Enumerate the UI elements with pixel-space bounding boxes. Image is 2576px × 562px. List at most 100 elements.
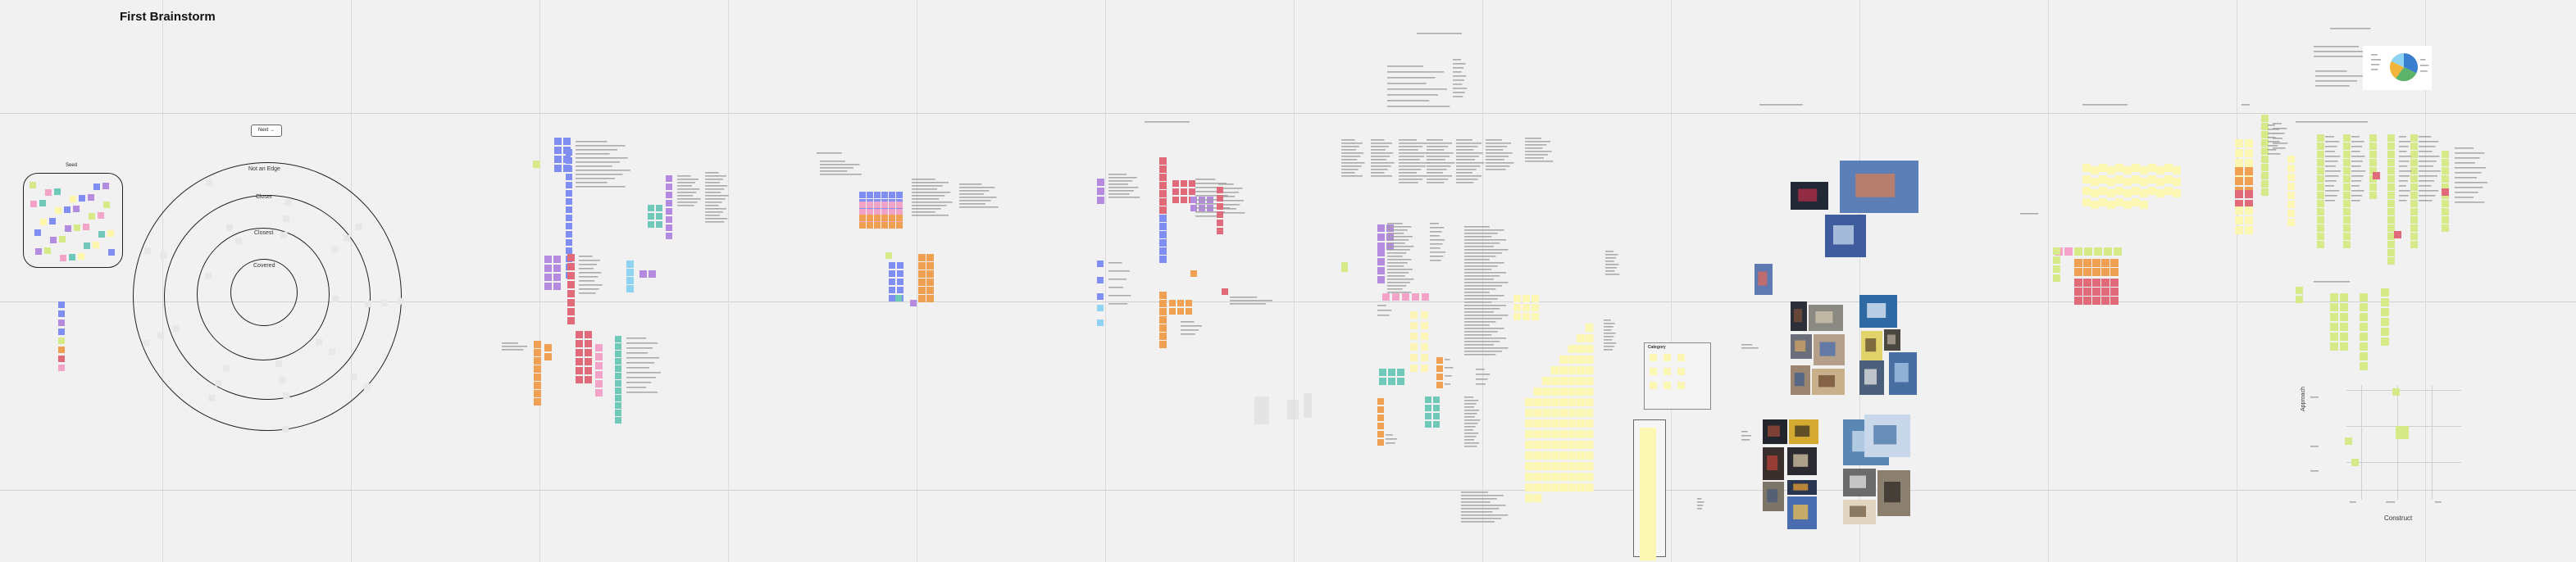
sticky-note[interactable]: [2392, 388, 2400, 396]
sticky-note[interactable]: [576, 358, 583, 365]
text-line[interactable]: [2455, 197, 2474, 198]
text-line[interactable]: [1371, 139, 1385, 141]
text-line[interactable]: [1464, 436, 1477, 437]
sticky-note[interactable]: [859, 202, 866, 208]
text-line[interactable]: [2371, 59, 2382, 61]
sticky-note[interactable]: [1097, 320, 1104, 326]
text-line[interactable]: [2399, 141, 2410, 143]
sticky-note[interactable]: [567, 317, 575, 324]
sticky-note[interactable]: [2410, 167, 2418, 174]
text-line[interactable]: [820, 174, 862, 175]
sticky-note[interactable]: [1533, 409, 1542, 417]
text-line[interactable]: [1387, 71, 1445, 73]
sticky-note[interactable]: [1568, 451, 1577, 460]
sticky-note[interactable]: [2330, 313, 2338, 321]
sticky-note[interactable]: [58, 310, 65, 317]
text-line[interactable]: [1453, 67, 1464, 69]
sticky-note[interactable]: [1650, 368, 1657, 375]
sticky-note[interactable]: [874, 202, 881, 208]
sticky-note[interactable]: [897, 287, 903, 293]
text-line[interactable]: [2325, 161, 2338, 162]
text-line[interactable]: [1387, 229, 1408, 231]
sticky-note[interactable]: [2442, 159, 2449, 166]
sticky-note[interactable]: [1577, 356, 1585, 364]
text-line[interactable]: [579, 260, 600, 261]
text-line[interactable]: [705, 211, 723, 213]
sticky-note[interactable]: [2123, 166, 2132, 174]
text-line[interactable]: [1108, 262, 1122, 264]
text-line[interactable]: [626, 342, 658, 344]
text-line[interactable]: [1427, 159, 1446, 161]
sticky-note[interactable]: [2373, 172, 2380, 179]
sticky-note[interactable]: [2287, 183, 2295, 190]
sticky-note[interactable]: [881, 209, 888, 215]
text-line[interactable]: [1399, 162, 1431, 164]
sticky-note[interactable]: [2164, 164, 2173, 172]
text-line[interactable]: [1341, 146, 1359, 147]
text-line[interactable]: [2325, 180, 2337, 182]
sticky-note[interactable]: [1159, 239, 1167, 247]
sticky-note[interactable]: [585, 367, 592, 374]
sticky-note[interactable]: [1585, 441, 1594, 449]
sticky-note[interactable]: [1436, 374, 1443, 380]
sticky-note[interactable]: [1550, 419, 1559, 428]
sticky-note[interactable]: [2235, 200, 2243, 208]
text-line[interactable]: [2325, 151, 2335, 152]
text-line[interactable]: [1464, 269, 1492, 270]
text-line[interactable]: [912, 205, 947, 206]
sticky-note[interactable]: [666, 224, 672, 231]
sticky-note[interactable]: [918, 295, 926, 302]
sticky-note[interactable]: [1533, 419, 1542, 428]
text-line[interactable]: [1371, 149, 1386, 151]
text-line[interactable]: [2268, 149, 2277, 151]
sticky-note[interactable]: [2115, 175, 2123, 184]
sticky-note[interactable]: [58, 301, 65, 308]
sticky-note[interactable]: [2110, 288, 2119, 296]
sticky-note[interactable]: [1341, 262, 1348, 272]
ring-third[interactable]: [197, 228, 330, 360]
sticky-note[interactable]: [566, 182, 572, 188]
sticky-note[interactable]: [1531, 304, 1539, 311]
sticky-note[interactable]: [65, 225, 71, 232]
text-line[interactable]: [1464, 285, 1502, 287]
sticky-note[interactable]: [225, 224, 233, 231]
sticky-note[interactable]: [1585, 398, 1594, 406]
text-line[interactable]: [2314, 56, 2373, 57]
text-line[interactable]: [2419, 136, 2432, 138]
sticky-note[interactable]: [60, 255, 66, 261]
text-line[interactable]: [2325, 141, 2340, 143]
sticky-note[interactable]: [206, 179, 213, 186]
sticky-note[interactable]: [615, 373, 621, 379]
text-line[interactable]: [579, 280, 595, 282]
text-line[interactable]: [1341, 149, 1356, 151]
text-line[interactable]: [2399, 195, 2409, 197]
text-line[interactable]: [1456, 152, 1483, 154]
text-line[interactable]: [677, 192, 697, 193]
sticky-note[interactable]: [1377, 406, 1384, 413]
photo-detail[interactable]: [1767, 455, 1778, 470]
sticky-note[interactable]: [2317, 200, 2324, 207]
sticky-note[interactable]: [656, 221, 662, 228]
sticky-note[interactable]: [1425, 397, 1431, 403]
sticky-note[interactable]: [1533, 388, 1542, 396]
sticky-note[interactable]: [554, 147, 562, 154]
text-line[interactable]: [1387, 285, 1407, 287]
sticky-note[interactable]: [1559, 430, 1568, 438]
sticky-note[interactable]: [553, 283, 561, 290]
text-line[interactable]: [1759, 104, 1803, 106]
sticky-note[interactable]: [2381, 288, 2389, 297]
text-line[interactable]: [1387, 256, 1403, 257]
sticky-note[interactable]: [566, 198, 572, 205]
photo-detail[interactable]: [1793, 505, 1809, 519]
sticky-note[interactable]: [2317, 159, 2324, 166]
sticky-note[interactable]: [1421, 343, 1428, 351]
sticky-note[interactable]: [595, 344, 603, 351]
text-line[interactable]: [959, 206, 999, 208]
text-line[interactable]: [1387, 83, 1427, 84]
sticky-note[interactable]: [2387, 192, 2395, 199]
sticky-note[interactable]: [1189, 188, 1195, 195]
text-line[interactable]: [1430, 256, 1444, 257]
sticky-note[interactable]: [2287, 219, 2295, 226]
text-line[interactable]: [1181, 333, 1195, 335]
sticky-note[interactable]: [595, 380, 603, 388]
